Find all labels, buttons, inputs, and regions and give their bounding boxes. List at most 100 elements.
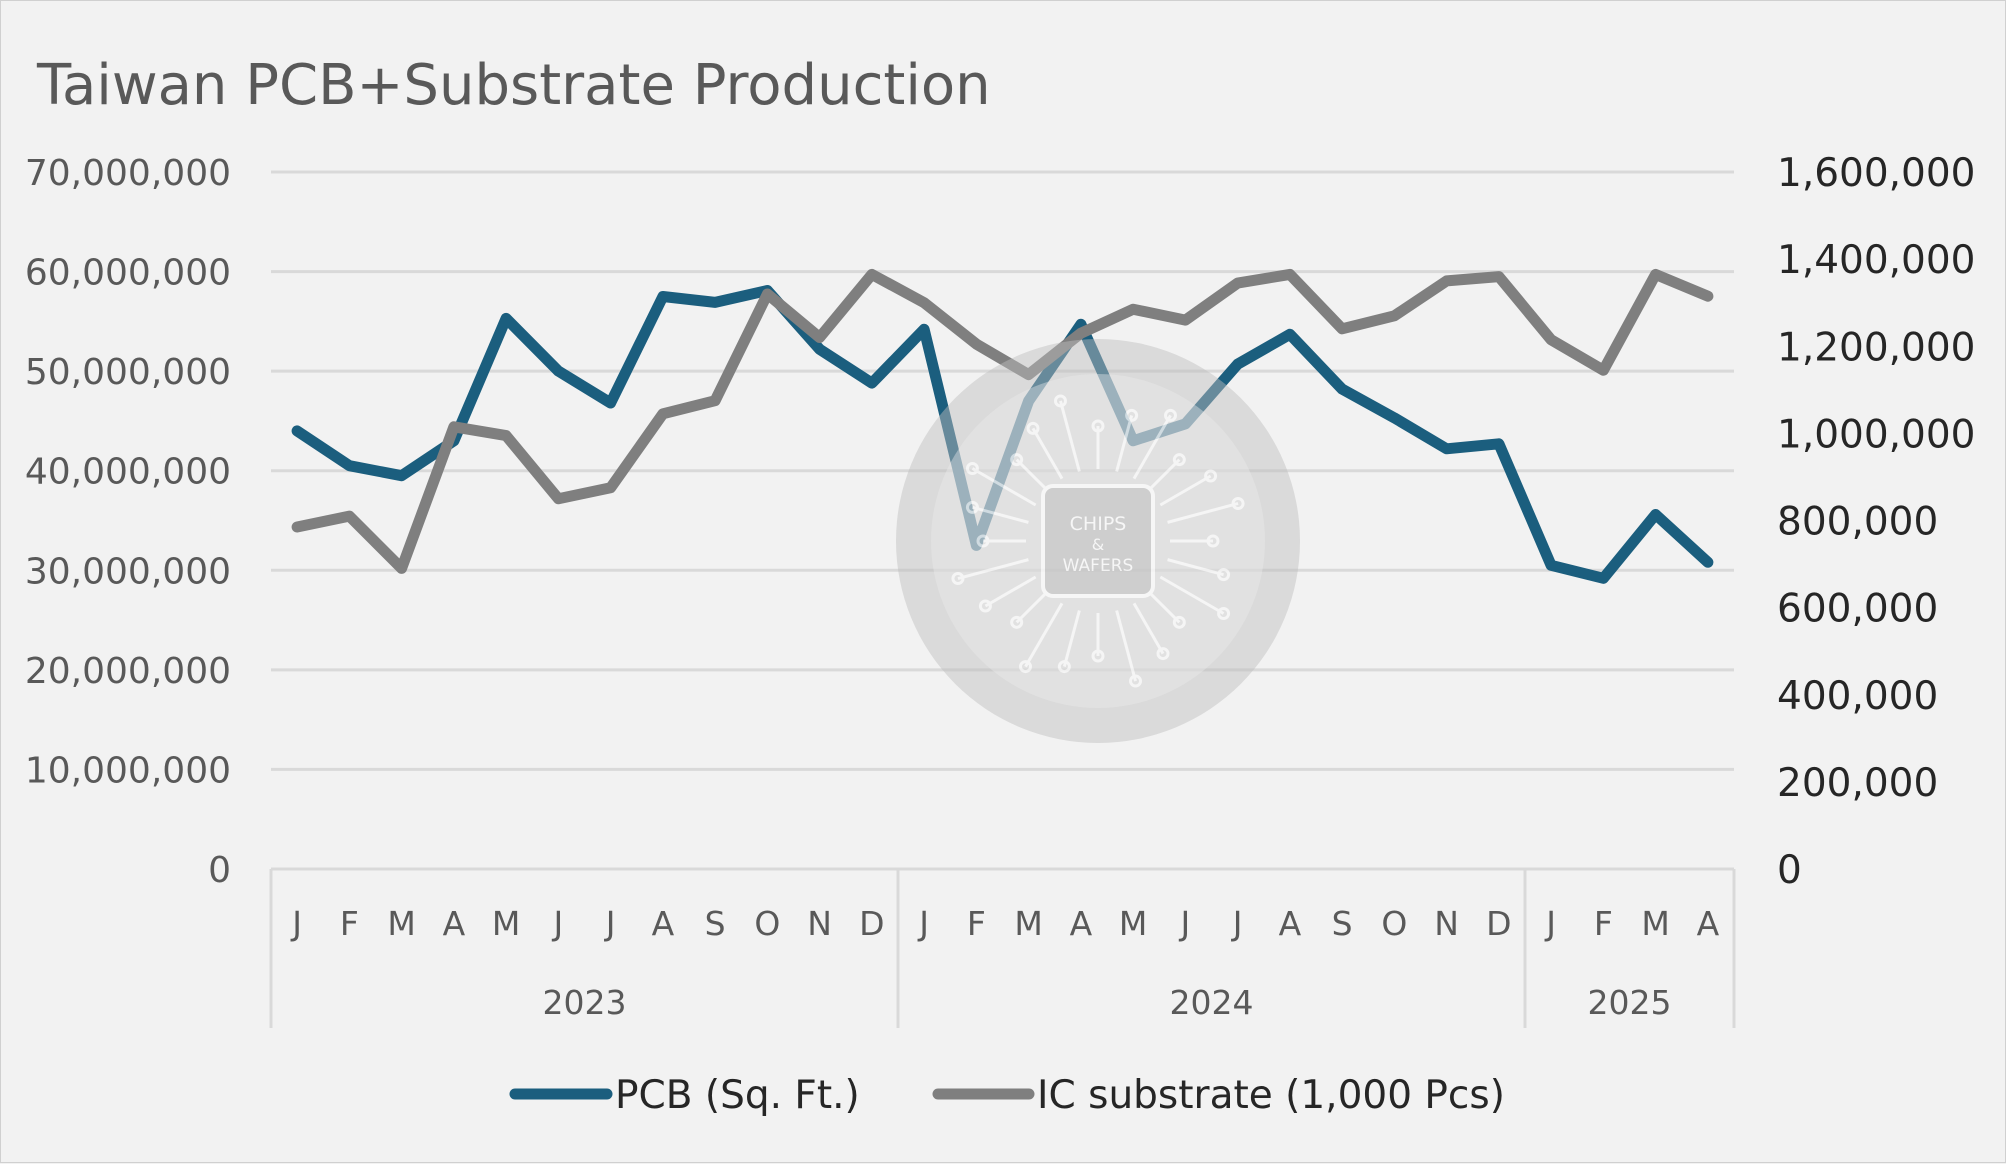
x-tick-label-month: F xyxy=(1594,904,1613,943)
x-tick-label-month: M xyxy=(387,904,415,943)
watermark-trace xyxy=(1147,590,1181,624)
y-right-tick-label: 600,000 xyxy=(1777,587,1938,632)
x-group-label-year: 2024 xyxy=(1170,983,1254,1022)
watermark-trace xyxy=(984,575,1037,608)
legend-label-pcb: PCB (Sq. Ft.) xyxy=(615,1073,860,1118)
watermark-trace-node xyxy=(1125,408,1139,422)
watermark-trace-node xyxy=(1172,615,1186,629)
y-left-tick-label: 30,000,000 xyxy=(25,551,231,592)
watermark-trace-node xyxy=(1164,408,1177,422)
x-tick-label-month: O xyxy=(1381,904,1407,943)
x-tick-label-month: N xyxy=(807,904,832,943)
watermark-trace-node xyxy=(978,599,992,613)
series-lines xyxy=(291,268,1714,584)
watermark-trace xyxy=(1115,415,1134,472)
watermark-trace xyxy=(1167,502,1239,524)
watermark-text-line1: CHIPS xyxy=(1070,513,1127,535)
watermark-trace-node xyxy=(1206,534,1220,548)
watermark-trace-node xyxy=(1057,660,1071,674)
watermark-trace xyxy=(957,558,1029,580)
x-tick-label-month: M xyxy=(1119,904,1147,943)
x-tick-label-month: M xyxy=(492,904,520,943)
watermark-trace xyxy=(1159,575,1225,615)
watermark-trace-node xyxy=(1172,453,1186,467)
y-left-tick-label: 60,000,000 xyxy=(25,253,231,294)
legend-label-ic-substrate: IC substrate (1,000 Pcs) xyxy=(1037,1073,1505,1118)
watermark-trace xyxy=(1132,414,1172,480)
watermark-trace-node xyxy=(976,534,990,548)
y-left-tick-label: 10,000,000 xyxy=(25,750,231,791)
y-right-tick-label: 200,000 xyxy=(1777,761,1938,806)
watermark-trace xyxy=(1059,400,1081,472)
x-tick-label-month: A xyxy=(652,904,675,943)
x-tick-label-month: A xyxy=(1279,904,1302,943)
watermark-trace-node xyxy=(1010,615,1024,629)
watermark-trace-node xyxy=(1217,568,1231,582)
legend: PCB (Sq. Ft.) IC substrate (1,000 Pcs) xyxy=(509,1073,1505,1118)
x-tick-label-month: S xyxy=(705,904,726,943)
watermark-trace-node xyxy=(1217,607,1231,620)
watermark-trace xyxy=(971,467,1037,507)
y-right-tick-label: 0 xyxy=(1777,848,1802,893)
watermark-trace-node xyxy=(965,500,979,514)
watermark-trace-node xyxy=(1156,647,1170,661)
y-right-tick-label: 1,400,000 xyxy=(1777,238,1976,283)
watermark-trace-node xyxy=(1129,674,1143,688)
y-left-tick-label: 40,000,000 xyxy=(25,452,231,493)
x-tick-label-month: A xyxy=(443,904,466,943)
x-tick-label-month: J xyxy=(552,904,564,943)
x-tick-label-month: D xyxy=(1486,904,1511,943)
x-group-label-year: 2023 xyxy=(543,983,627,1022)
series-line-ic-substrate xyxy=(291,268,1714,574)
watermark-trace xyxy=(1132,602,1165,655)
watermark-circuit-traces xyxy=(951,394,1245,688)
y-left-tick-label: 50,000,000 xyxy=(25,352,231,393)
watermark-trace-node xyxy=(1019,660,1032,674)
x-tick-label-month: J xyxy=(1544,904,1556,943)
x-tick-label-month: S xyxy=(1332,904,1353,943)
watermark-trace xyxy=(972,505,1029,524)
chips-and-wafers-watermark-logo: CHIPS & WAFERS xyxy=(896,339,1300,743)
series-line-pcb xyxy=(291,285,1714,584)
x-tick-label-month: O xyxy=(754,904,780,943)
x-tick-label-month: N xyxy=(1434,904,1459,943)
watermark-trace xyxy=(1147,458,1181,492)
x-tick-label-month: J xyxy=(1231,904,1243,943)
y-left-tick-label: 20,000,000 xyxy=(25,651,231,692)
x-tick-label-month: F xyxy=(340,904,359,943)
x-tick-label-month: A xyxy=(1697,904,1720,943)
watermark-trace-node xyxy=(1053,394,1067,408)
gridlines xyxy=(271,170,1734,771)
watermark-trace xyxy=(1024,602,1064,668)
y-right-tick-label: 400,000 xyxy=(1777,674,1938,719)
watermark-trace xyxy=(1167,558,1224,577)
x-tick-label-month: J xyxy=(290,904,302,943)
watermark-trace xyxy=(1031,427,1064,480)
x-tick-label-month: M xyxy=(1014,904,1042,943)
x-tick-label-month: D xyxy=(859,904,884,943)
y-right-tick-label: 1,000,000 xyxy=(1777,412,1976,457)
watermark-trace-node xyxy=(1026,421,1040,435)
watermark-trace-node xyxy=(1204,469,1218,483)
watermark-chip-square xyxy=(1041,484,1155,598)
watermark-trace xyxy=(1115,610,1137,682)
watermark-trace-node xyxy=(965,462,979,475)
watermark-trace-node xyxy=(1231,496,1245,510)
x-tick-label-month: J xyxy=(604,904,616,943)
y-right-tick-label: 1,600,000 xyxy=(1777,151,1976,196)
y-left-tick-label: 0 xyxy=(208,850,231,891)
watermark-trace-node xyxy=(1091,649,1105,663)
y-right-tick-label: 1,200,000 xyxy=(1777,325,1976,370)
watermark-trace-node xyxy=(1091,419,1105,433)
x-tick-label-month: M xyxy=(1641,904,1669,943)
y-axis-left: 0 10,000,000 20,000,000 30,000,000 40,000,00… xyxy=(25,153,231,891)
y-axis-right: 0 200,000 400,000 600,000 800,000 1,000,000 1,… xyxy=(1777,151,1976,893)
watermark-text-line2: & xyxy=(1092,535,1104,554)
x-group-label-year: 2025 xyxy=(1588,983,1672,1022)
watermark-trace xyxy=(1159,474,1212,507)
watermark-text-line3: WAFERS xyxy=(1063,556,1134,576)
watermark-trace-node xyxy=(1010,453,1024,467)
